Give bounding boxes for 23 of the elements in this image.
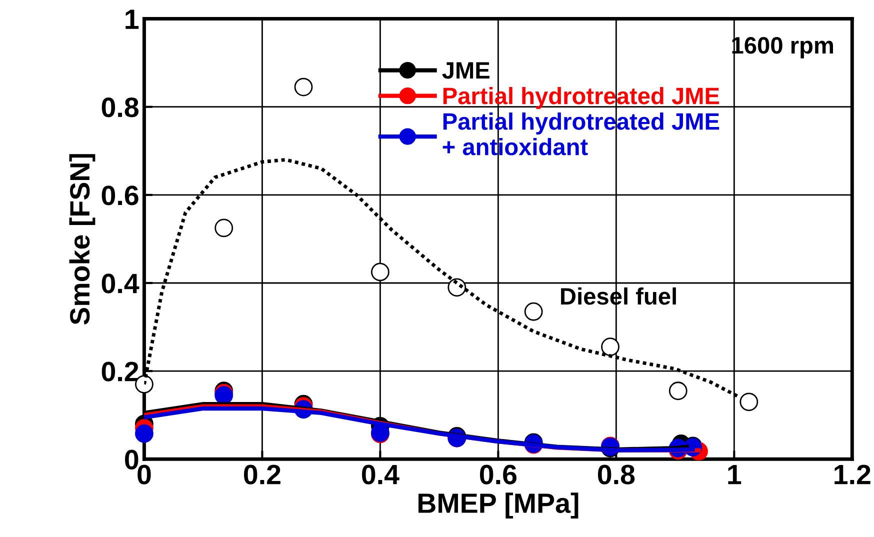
x-axis-title: BMEP [MPa] — [418, 492, 578, 519]
x-tick-label: 0.4 — [362, 464, 400, 484]
point — [740, 392, 758, 412]
point — [668, 382, 688, 400]
x-tick-label: 0.8 — [598, 464, 635, 484]
x-tick-label: 0.6 — [480, 464, 516, 484]
y-tick-label: 0.8 — [102, 98, 138, 118]
point — [294, 78, 313, 96]
y-tick-label: 1 — [126, 10, 139, 29]
point — [135, 424, 154, 443]
point — [524, 302, 543, 321]
y-axis-title: Smoke [FSN] — [69, 154, 96, 325]
y-tick-label: 0 — [125, 450, 138, 470]
point — [601, 338, 620, 356]
point — [214, 218, 234, 238]
y-tick-label: 0.6 — [102, 186, 138, 206]
x-tick-label: 1 — [728, 465, 742, 484]
y-tick-label: 0.2 — [102, 362, 138, 382]
x-tick-label: 0.2 — [244, 464, 280, 484]
x-tick-label: 1.2 — [834, 464, 870, 484]
legend-label: JME — [442, 62, 490, 79]
y-tick-label: 0.4 — [102, 274, 140, 294]
point — [370, 262, 390, 282]
